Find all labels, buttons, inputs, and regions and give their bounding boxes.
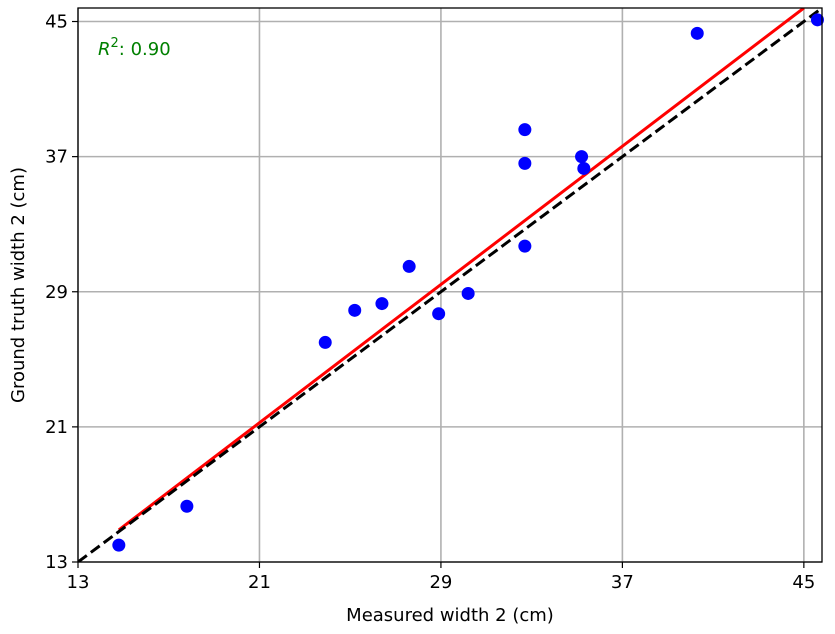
data-point <box>402 259 416 273</box>
line-layer <box>78 8 822 562</box>
x-tick-label: 37 <box>611 572 634 593</box>
x-tick-label: 45 <box>792 572 815 593</box>
data-point <box>810 13 824 27</box>
x-tick-label: 21 <box>248 572 271 593</box>
data-point <box>432 307 446 321</box>
fit-line <box>117 8 805 532</box>
y-tick-label: 37 <box>45 147 68 168</box>
point-layer <box>112 13 824 552</box>
x-tick-label: 29 <box>429 572 452 593</box>
data-point <box>461 286 475 300</box>
plot-frame <box>77 7 823 563</box>
y-tick-label: 13 <box>45 552 68 573</box>
y-tick-label: 45 <box>45 12 68 33</box>
y-tick-label: 29 <box>45 282 68 303</box>
r-squared-annotation: R2: 0.90 <box>98 36 171 60</box>
data-point <box>375 297 389 311</box>
y-axis-label: Ground truth width 2 (cm) <box>8 167 29 403</box>
y-tick-label: 21 <box>45 417 68 438</box>
tick-layer: 13 21 29 37 45 13 21 29 37 45 <box>45 12 815 593</box>
data-point <box>180 499 194 513</box>
x-tick-label: 13 <box>67 572 90 593</box>
data-point <box>348 303 362 317</box>
data-point <box>577 161 591 175</box>
data-point <box>690 26 704 40</box>
identity-line <box>78 8 822 562</box>
data-point <box>518 239 532 253</box>
data-point <box>518 123 532 137</box>
data-point <box>518 156 532 170</box>
data-point <box>112 538 126 552</box>
data-point <box>318 335 332 349</box>
data-point <box>575 150 589 164</box>
x-axis-label: Measured width 2 (cm) <box>346 605 554 626</box>
